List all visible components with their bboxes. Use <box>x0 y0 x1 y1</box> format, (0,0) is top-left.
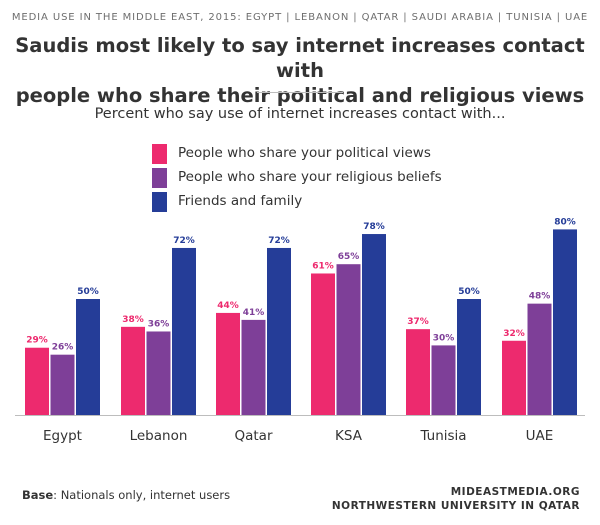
x-tick-label-tunisia: Tunisia <box>419 428 466 444</box>
data-label-tunisia-religious: 30% <box>433 333 455 343</box>
x-tick-label-uae: UAE <box>526 428 554 444</box>
bar-tunisia-religious <box>431 345 456 415</box>
bar-lebanon-religious <box>146 331 171 415</box>
bar-lebanon-political <box>121 326 145 415</box>
bar-qatar-political <box>216 312 240 415</box>
data-label-lebanon-friends-family: 72% <box>173 236 195 246</box>
bar-tunisia-political <box>406 329 430 415</box>
data-label-qatar-religious: 41% <box>243 308 265 318</box>
chart-kicker: MEDIA USE IN THE MIDDLE EAST, 2015: EGYP… <box>11 12 589 23</box>
bar-egypt-political <box>25 347 49 415</box>
data-label-egypt-political: 29% <box>26 336 48 346</box>
base-note-text: : Nationals only, internet users <box>53 488 231 502</box>
chart-title: Saudis most likely to say internet incre… <box>10 33 590 108</box>
chart-subtitle: Percent who say use of internet increase… <box>94 106 506 122</box>
legend-swatch-friends-family <box>152 192 167 212</box>
legend-label-religious: People who share your religious beliefs <box>178 169 442 185</box>
data-label-ksa-political: 61% <box>312 261 334 271</box>
bar-uae-friends-family <box>553 229 577 415</box>
bar-qatar-friends-family <box>267 247 291 415</box>
source-credit-line-2: NORTHWESTERN UNIVERSITY IN QATAR <box>331 500 580 512</box>
source-credit: MIDEASTMEDIA.ORG NORTHWESTERN UNIVERSITY… <box>332 485 580 513</box>
bar-ksa-religious <box>336 264 361 415</box>
data-label-egypt-religious: 26% <box>52 343 74 353</box>
data-label-uae-religious: 48% <box>529 292 551 302</box>
x-tick-label-ksa: KSA <box>335 428 363 444</box>
bar-ksa-political <box>311 273 335 415</box>
source-credit-line-1: MIDEASTMEDIA.ORG <box>450 486 580 498</box>
data-label-egypt-friends-family: 50% <box>77 287 99 297</box>
data-label-ksa-religious: 65% <box>338 252 360 262</box>
bar-ksa-friends-family <box>362 234 386 415</box>
bar-uae-religious <box>527 303 552 415</box>
data-label-qatar-political: 44% <box>217 301 239 311</box>
title-divider <box>257 92 343 93</box>
data-label-ksa-friends-family: 78% <box>363 222 385 232</box>
bar-egypt-religious <box>50 354 75 415</box>
legend-swatch-political <box>152 144 167 164</box>
data-label-tunisia-political: 37% <box>407 317 429 327</box>
data-label-tunisia-friends-family: 50% <box>458 287 480 297</box>
bar-tunisia-friends-family <box>457 299 481 415</box>
legend-label-friends-family: Friends and family <box>178 193 303 209</box>
data-label-lebanon-political: 38% <box>122 315 144 325</box>
data-label-uae-friends-family: 80% <box>554 217 576 227</box>
base-note-label: Base <box>22 488 54 502</box>
x-tick-label-egypt: Egypt <box>43 428 82 444</box>
chart-title-line-2: people who share their political and rel… <box>15 84 585 107</box>
bar-qatar-religious <box>241 319 266 415</box>
data-label-lebanon-religious: 36% <box>148 319 170 329</box>
x-tick-label-lebanon: Lebanon <box>130 428 188 444</box>
legend-swatch-religious <box>152 168 167 188</box>
bar-chart: 29% 26% 50% Egypt 38% 36% 72% Lebanon 44% 41% 72% Q… <box>15 217 585 444</box>
data-label-uae-political: 32% <box>503 329 525 339</box>
base-note: Base: Nationals only, internet users <box>22 488 230 502</box>
data-label-qatar-friends-family: 72% <box>268 236 290 246</box>
x-tick-label-qatar: Qatar <box>234 428 272 444</box>
bar-uae-political <box>502 340 526 415</box>
bar-egypt-friends-family <box>76 299 100 415</box>
bar-lebanon-friends-family <box>172 247 196 415</box>
legend-label-political: People who share your political views <box>178 145 431 161</box>
chart-title-line-1: Saudis most likely to say internet incre… <box>15 34 585 82</box>
